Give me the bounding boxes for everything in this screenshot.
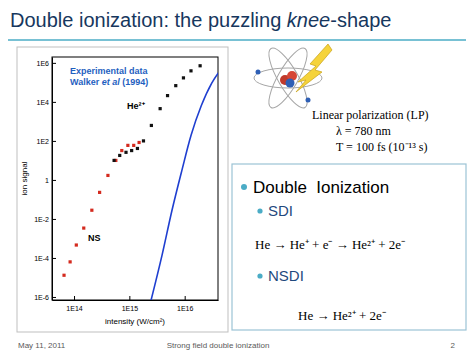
data-point (69, 260, 72, 263)
laser-parameter: λ = 780 nm (336, 124, 392, 138)
data-point (132, 144, 135, 147)
data-point (112, 159, 115, 162)
plot-data (62, 64, 218, 300)
lightning (296, 44, 332, 92)
data-point (174, 84, 177, 87)
y-axis-line (52, 58, 53, 301)
y-tick-mark (52, 297, 56, 298)
data-point (82, 226, 85, 229)
x-tick-label: 1E16 (177, 305, 193, 312)
source-note-part: Walker (70, 77, 102, 87)
data-point (150, 124, 153, 127)
x-tick: 1E14 (66, 296, 82, 312)
atom-illustration (254, 44, 332, 113)
footer-date: May 11, 2011 (18, 341, 66, 350)
data-point (137, 141, 140, 144)
y-axis-title: ion signal (20, 161, 29, 195)
y-tick-label: 1E-4 (34, 255, 49, 262)
title-rule (8, 39, 466, 41)
source-note-part: Experimental data (70, 66, 149, 76)
data-point (120, 149, 123, 152)
equation: He → He²⁺ + 2e⁻ (298, 308, 386, 323)
y-tick: 1E-6 (34, 294, 56, 301)
slide-title: Double ionization: the puzzling knee-sha… (10, 9, 391, 31)
data-point (118, 154, 121, 157)
y-tick: 1E4 (37, 99, 56, 106)
x-tick: 1E16 (177, 296, 193, 312)
chart-border (17, 47, 228, 332)
box-heading: Double Ionization (253, 178, 389, 197)
ionization-box (232, 164, 466, 330)
y-tick-mark (52, 258, 56, 259)
bullet (257, 208, 262, 213)
footer-page: 2 (451, 341, 456, 350)
laser-parameter: Linear polarization (LP) (312, 108, 429, 122)
data-point (166, 94, 169, 97)
electron (306, 98, 311, 103)
source-note: Experimental data (70, 66, 149, 76)
data-point (130, 149, 133, 152)
data-point (90, 209, 93, 212)
annotation: NS (88, 233, 101, 243)
data-point (136, 147, 139, 150)
data-point (182, 76, 185, 79)
y-tick: 1E-2 (34, 216, 56, 223)
source-note-part: et al (102, 77, 121, 87)
y-tick: 1E6 (37, 60, 56, 67)
nucleus (286, 79, 295, 88)
y-tick: 1E-4 (34, 255, 56, 262)
x-axis-line (53, 300, 219, 301)
y-tick-mark (52, 219, 56, 220)
item-label: NSDI (268, 267, 304, 284)
x-tick-label: 1E14 (66, 305, 82, 312)
y-tick-mark (52, 180, 56, 181)
plot-frame (52, 57, 218, 300)
equation: He → He⁺ + e⁻ → He²⁺ + 2e⁻ (255, 237, 405, 252)
y-tick-mark (52, 63, 56, 64)
source-note-part: (1994) (120, 77, 149, 87)
y-axis: 1E-6 1E-4 1E-2 1 1E2 1E4 1E6 (34, 58, 56, 301)
laser-parameter: T = 100 fs (10⁻¹³ s) (336, 140, 427, 154)
data-point (62, 274, 65, 277)
series-line (150, 71, 218, 300)
x-tick: 1E15 (122, 296, 138, 312)
data-point (124, 151, 127, 154)
y-tick-label: 1E-2 (34, 216, 49, 223)
data-point (126, 144, 129, 147)
y-tick-label: 1 (45, 177, 49, 184)
item-label: SDI (268, 202, 293, 219)
x-tick-mark (185, 296, 186, 300)
x-axis: 1E14 1E15 1E16 (53, 296, 219, 312)
x-tick-mark (74, 296, 75, 300)
data-point (199, 64, 202, 67)
slide-title-part: knee (287, 9, 330, 31)
x-axis-title: intensity (W/cm²) (105, 317, 165, 326)
bullet (241, 184, 247, 190)
slide-title-part: Double ionization: the puzzling (10, 9, 287, 31)
y-tick-label: 1E6 (37, 60, 50, 67)
x-tick-mark (129, 296, 130, 300)
bullet (257, 273, 262, 278)
y-tick-label: 1E2 (37, 138, 50, 145)
source-note: Walker et al (1994) (70, 77, 148, 87)
data-point (159, 107, 162, 110)
data-point (98, 191, 101, 194)
electron (256, 70, 261, 75)
slide: Double ionization: the puzzling knee-sha… (0, 0, 474, 355)
data-point (75, 243, 78, 246)
y-tick-label: 1E4 (37, 99, 50, 106)
data-point (106, 174, 109, 177)
data-point (189, 69, 192, 72)
x-tick-label: 1E15 (122, 305, 138, 312)
data-point (142, 139, 145, 142)
y-tick: 1E2 (37, 138, 56, 145)
y-tick-label: 1E-6 (34, 294, 49, 301)
y-tick: 1 (45, 177, 56, 184)
annotation: He²⁺ (127, 101, 145, 111)
slide-title-part: -shape (330, 9, 391, 31)
footer-title: Strong field double ionization (167, 341, 270, 350)
y-tick-mark (52, 102, 56, 103)
y-tick-mark (52, 141, 56, 142)
